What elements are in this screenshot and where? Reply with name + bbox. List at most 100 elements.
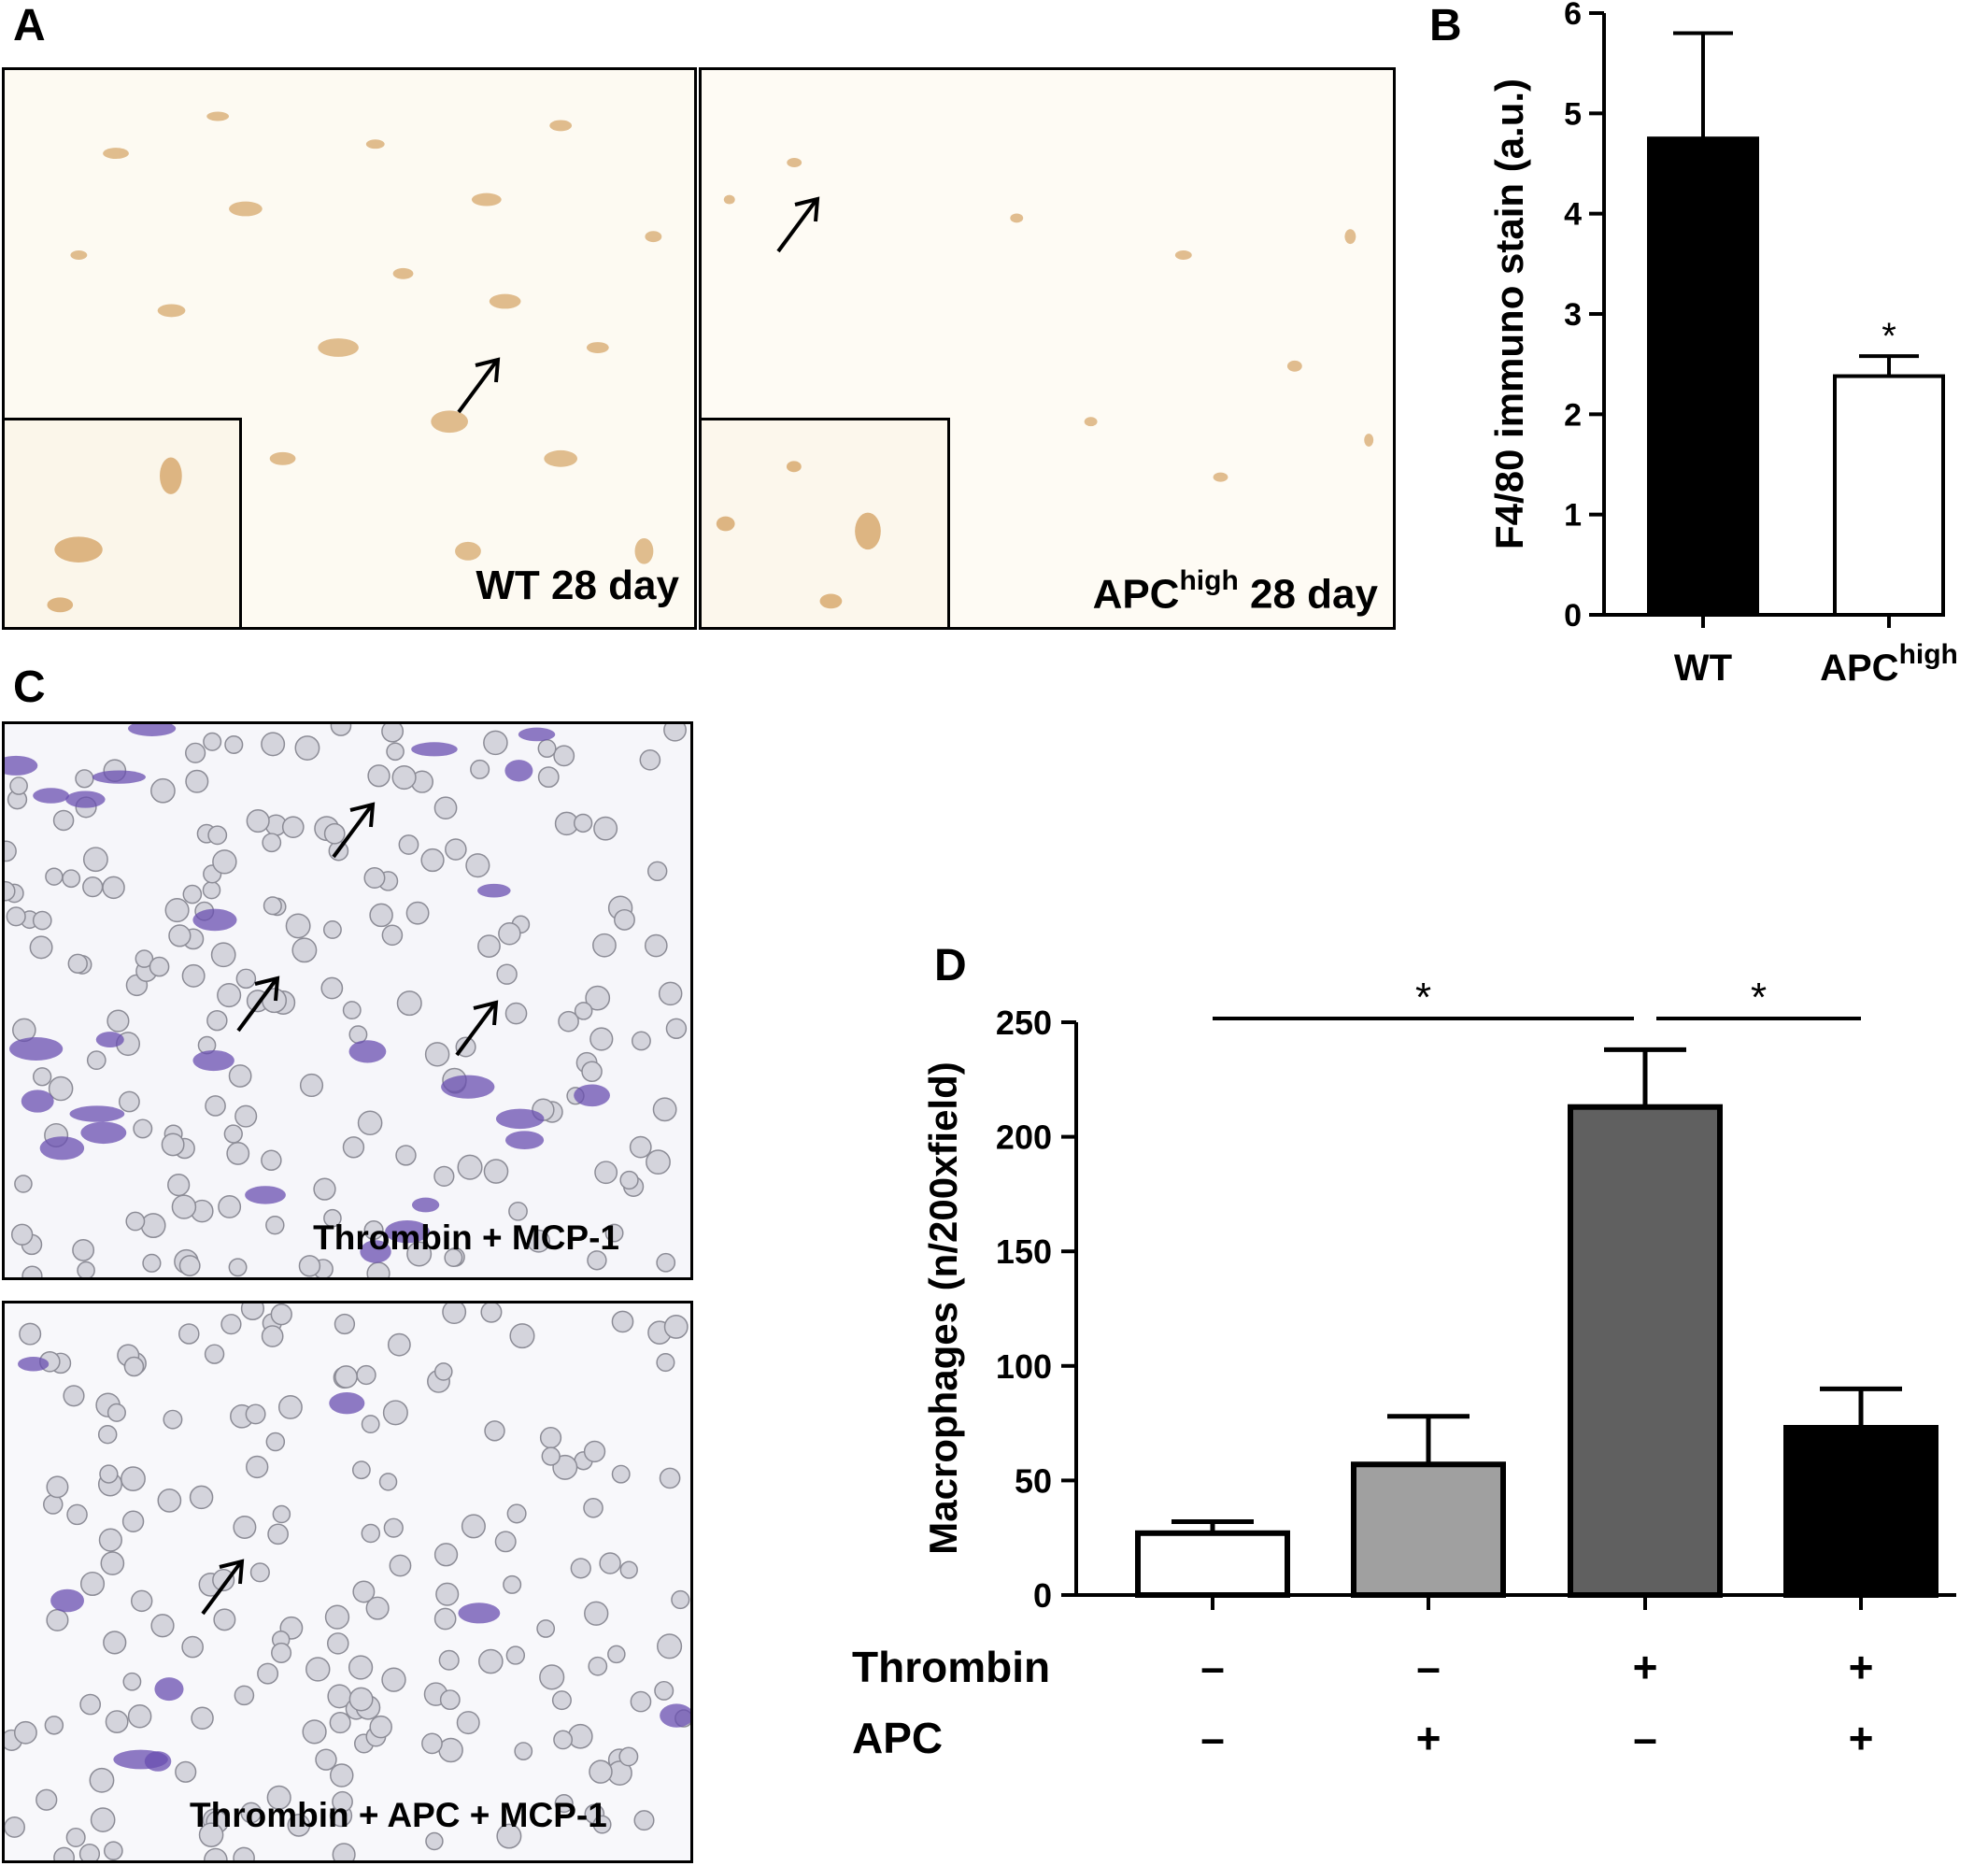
cell xyxy=(285,913,311,939)
cell xyxy=(6,906,26,927)
cell xyxy=(619,1560,638,1579)
cell xyxy=(435,1582,460,1606)
cell xyxy=(537,766,560,789)
cell xyxy=(322,920,342,939)
cell xyxy=(135,949,154,968)
macrophage xyxy=(385,1219,430,1244)
cell xyxy=(164,898,190,923)
cell xyxy=(663,1315,689,1339)
cell xyxy=(658,981,683,1006)
cell xyxy=(614,908,635,931)
micrograph-caption: Thrombin + APC + MCP-1 xyxy=(190,1796,607,1834)
macrophage xyxy=(192,1049,234,1072)
treatment-mark: – xyxy=(1633,1714,1657,1762)
macrophage xyxy=(192,908,237,932)
cell xyxy=(381,1667,406,1692)
macrophage xyxy=(18,1357,50,1372)
cell xyxy=(127,1703,152,1729)
macrophage xyxy=(144,1751,172,1772)
cell xyxy=(320,976,344,1000)
cell xyxy=(206,1009,228,1032)
cell xyxy=(646,861,668,882)
cell xyxy=(570,1558,591,1579)
macrophage xyxy=(329,1392,365,1415)
cell xyxy=(228,1258,248,1277)
cell xyxy=(504,1002,528,1025)
macrophage xyxy=(360,1240,391,1263)
cell xyxy=(178,1323,200,1345)
y-tick-label: 150 xyxy=(996,1232,1052,1271)
cell xyxy=(348,1655,374,1680)
cell xyxy=(644,933,668,958)
bar xyxy=(1647,136,1759,618)
micrograph-thrombin-apc-mcp1: Thrombin + APC + MCP-1 xyxy=(2,1301,693,1863)
cell xyxy=(263,896,282,916)
cell xyxy=(271,1642,292,1663)
micrograph-caption: APChigh 28 day xyxy=(1093,567,1378,616)
cell xyxy=(369,1715,392,1739)
macrophage xyxy=(411,1197,440,1213)
cell xyxy=(223,1124,243,1144)
cell xyxy=(205,1095,226,1117)
bar xyxy=(1568,1104,1723,1598)
cell xyxy=(656,1252,676,1273)
cell xyxy=(171,1194,197,1219)
cell xyxy=(266,1785,291,1810)
cell xyxy=(234,1104,258,1128)
cell xyxy=(587,1250,607,1271)
stain-texture xyxy=(723,158,1374,482)
cell xyxy=(663,724,687,742)
cell xyxy=(352,1580,376,1603)
cell xyxy=(387,1332,411,1357)
cell xyxy=(457,1154,483,1180)
cell xyxy=(398,834,419,855)
cell xyxy=(592,1815,612,1834)
cell xyxy=(185,742,206,763)
cell xyxy=(554,1793,574,1814)
cell xyxy=(157,1489,182,1513)
macrophage xyxy=(39,1136,85,1161)
cell xyxy=(281,816,305,839)
cell xyxy=(220,1314,242,1335)
arrow-icon xyxy=(457,357,501,414)
cell xyxy=(181,1635,204,1659)
cell xyxy=(142,1253,162,1273)
cell xyxy=(272,1504,291,1524)
cell xyxy=(249,1562,270,1583)
cell xyxy=(270,1303,292,1326)
cell xyxy=(102,876,125,900)
cell xyxy=(444,1248,463,1267)
cell xyxy=(386,742,405,762)
cell xyxy=(48,1075,74,1102)
cell xyxy=(228,1064,252,1088)
macrophage xyxy=(477,883,511,898)
cell xyxy=(181,963,206,988)
cell xyxy=(66,1503,88,1526)
y-tick-label: 100 xyxy=(996,1347,1052,1386)
cell xyxy=(265,1432,286,1452)
cell xyxy=(191,1706,214,1730)
cell xyxy=(330,724,352,736)
cell xyxy=(29,935,53,960)
cell xyxy=(267,1523,289,1546)
cell xyxy=(611,1464,631,1484)
cell xyxy=(106,1009,130,1033)
cell xyxy=(326,1632,349,1655)
cell xyxy=(82,847,108,873)
cell xyxy=(213,1608,236,1631)
cell xyxy=(584,1601,609,1626)
cell xyxy=(478,1648,504,1674)
cell xyxy=(585,985,611,1011)
cell xyxy=(323,1208,342,1228)
macrophage xyxy=(458,1602,501,1624)
cell xyxy=(382,1400,408,1426)
cell xyxy=(442,1303,467,1325)
cell xyxy=(573,813,593,833)
arrow-icon xyxy=(455,1000,499,1057)
cell xyxy=(21,1265,43,1277)
cell xyxy=(189,1485,214,1510)
cell xyxy=(167,1174,191,1197)
cell xyxy=(294,735,320,761)
cell xyxy=(405,901,430,925)
